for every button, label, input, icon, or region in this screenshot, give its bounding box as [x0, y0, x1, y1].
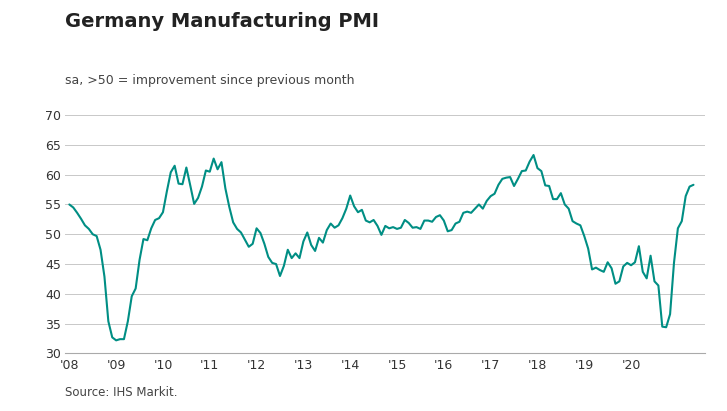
Text: Source: IHS Markit.: Source: IHS Markit. [65, 386, 178, 399]
Text: Germany Manufacturing PMI: Germany Manufacturing PMI [65, 12, 379, 31]
Text: sa, >50 = improvement since previous month: sa, >50 = improvement since previous mon… [65, 74, 355, 87]
